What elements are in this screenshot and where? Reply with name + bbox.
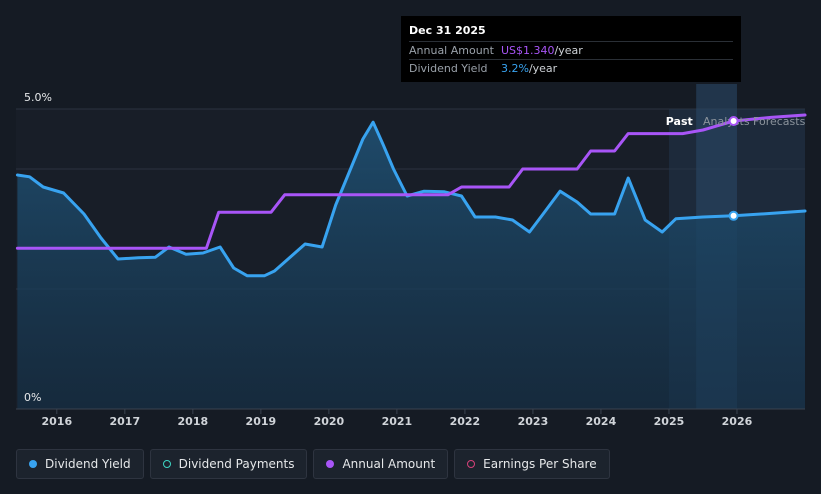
legend-dot-icon: [29, 460, 37, 468]
legend-ring-icon: [162, 460, 171, 468]
x-tick-label: 2016: [41, 415, 72, 428]
legend-dot-icon: [326, 460, 335, 468]
past-label: Past: [666, 115, 693, 128]
legend-label: Earnings Per Share: [483, 457, 597, 471]
forecast-label: Analysts Forecasts: [703, 115, 806, 128]
legend-label: Dividend Payments: [178, 457, 295, 471]
tooltip-unit: /year: [554, 44, 583, 57]
legend-dividend-payments[interactable]: Dividend Payments: [149, 449, 308, 479]
tooltip-value: 3.2%: [501, 62, 529, 75]
x-tick-label: 2024: [586, 415, 617, 428]
data-tooltip: Dec 31 2025 Annual Amount US$1.340 /year…: [401, 16, 741, 82]
legend-dividend-yield[interactable]: Dividend Yield: [16, 449, 144, 479]
dividend-yield-area: [17, 122, 805, 409]
legend-ring-icon: [467, 460, 476, 468]
x-tick-label: 2025: [654, 415, 685, 428]
tooltip-label: Annual Amount: [409, 44, 494, 57]
y-tick-label: 0%: [24, 391, 41, 404]
tooltip-label: Dividend Yield: [409, 62, 488, 75]
tooltip-value: US$1.340: [501, 44, 555, 57]
legend-label: Dividend Yield: [45, 457, 131, 471]
x-tick-label: 2019: [246, 415, 277, 428]
legend-label: Annual Amount: [342, 457, 436, 471]
y-tick-label: 5.0%: [24, 91, 52, 104]
tooltip-unit: /year: [528, 62, 558, 75]
dividend-yield-line: [15, 120, 807, 278]
annual-amount-marker[interactable]: [728, 116, 739, 126]
x-tick-label: 2018: [178, 415, 209, 428]
legend-earnings-per-share[interactable]: Earnings Per Share: [454, 449, 610, 479]
x-tick-label: 2020: [314, 415, 345, 428]
chart-legend: Dividend Yield Dividend Payments Annual …: [16, 449, 610, 481]
x-tick-label: 2017: [110, 415, 141, 428]
tooltip-date: Dec 31 2025: [409, 24, 486, 37]
annual-amount-line: [15, 113, 807, 250]
x-tick-label: 2026: [722, 415, 753, 428]
legend-annual-amount[interactable]: Annual Amount: [313, 449, 449, 479]
dividend-yield-marker[interactable]: [728, 210, 739, 221]
x-tick-label: 2023: [518, 415, 549, 428]
x-tick-label: 2021: [382, 415, 413, 428]
tooltip-row-dividend-yield: Dividend Yield 3.2% /year: [409, 59, 733, 77]
x-tick-label: 2022: [450, 415, 481, 428]
tooltip-row-annual-amount: Annual Amount US$1.340 /year: [409, 41, 733, 59]
